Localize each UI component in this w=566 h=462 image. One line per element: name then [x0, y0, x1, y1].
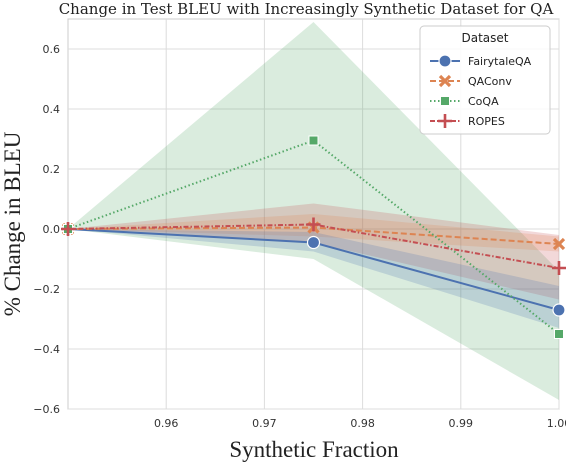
data-point [552, 303, 566, 317]
legend-box [419, 25, 551, 135]
x-tick-label: 0.97 [252, 417, 277, 430]
y-tick-label: −0.6 [33, 403, 60, 416]
data-point [438, 74, 452, 88]
data-point [306, 235, 321, 250]
legend-label: QAConv [468, 75, 512, 88]
y-tick-label: −0.4 [33, 343, 60, 356]
y-tick-labels: −0.6 −0.4 −0.2 0.0 0.2 0.4 0.6 [33, 43, 60, 416]
y-axis-label: % Change in BLEU [0, 131, 25, 316]
x-tick-label: 0.96 [154, 417, 179, 430]
y-tick-label: −0.2 [33, 283, 60, 296]
x-tick-label: 0.98 [350, 417, 375, 430]
data-point [552, 237, 566, 251]
data-point [308, 135, 319, 146]
data-point [306, 217, 321, 232]
y-tick-label: 0.0 [43, 223, 61, 236]
x-tick-labels: 0.96 0.97 0.98 0.99 1.00 [154, 417, 566, 430]
series-markers [61, 135, 566, 339]
legend-label: FairytaleQA [468, 55, 532, 68]
confidence-band [68, 22, 559, 400]
legend-label: CoQA [468, 95, 499, 108]
confidence-band [68, 214, 559, 252]
y-tick-label: 0.2 [43, 163, 61, 176]
legend-title: Dataset [462, 31, 509, 45]
legend: Dataset FairytaleQA QAConv CoQA ROPES [419, 25, 551, 135]
x-tick-label: 0.99 [449, 417, 474, 430]
data-point [438, 54, 452, 68]
legend-label: ROPES [468, 115, 505, 128]
chart-title: Change in Test BLEU with Increasingly Sy… [59, 0, 554, 18]
data-point [554, 329, 564, 339]
x-tick-label: 1.00 [547, 417, 566, 430]
data-point [440, 96, 450, 106]
y-tick-label: 0.4 [43, 103, 61, 116]
y-tick-label: 0.6 [43, 43, 61, 56]
x-axis-label: Synthetic Fraction [229, 437, 399, 462]
data-point [552, 261, 566, 275]
data-point [61, 222, 75, 236]
data-point [438, 114, 452, 128]
